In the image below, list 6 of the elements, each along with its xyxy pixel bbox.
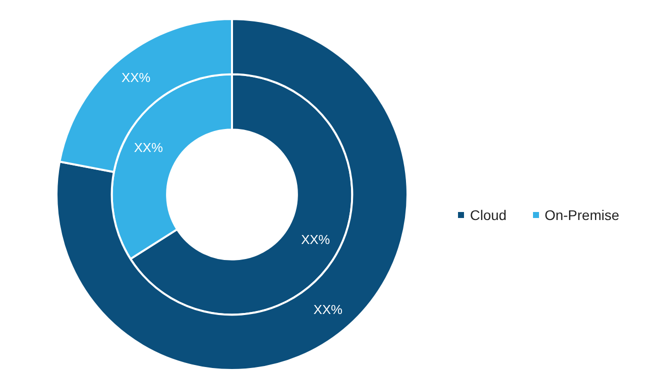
legend-label: On-Premise [544,207,620,223]
data-label: XX% [314,302,343,318]
legend-label: Cloud [470,207,507,223]
data-label: XX% [301,232,330,248]
data-label: XX% [122,70,151,86]
data-label: XX% [134,140,164,156]
